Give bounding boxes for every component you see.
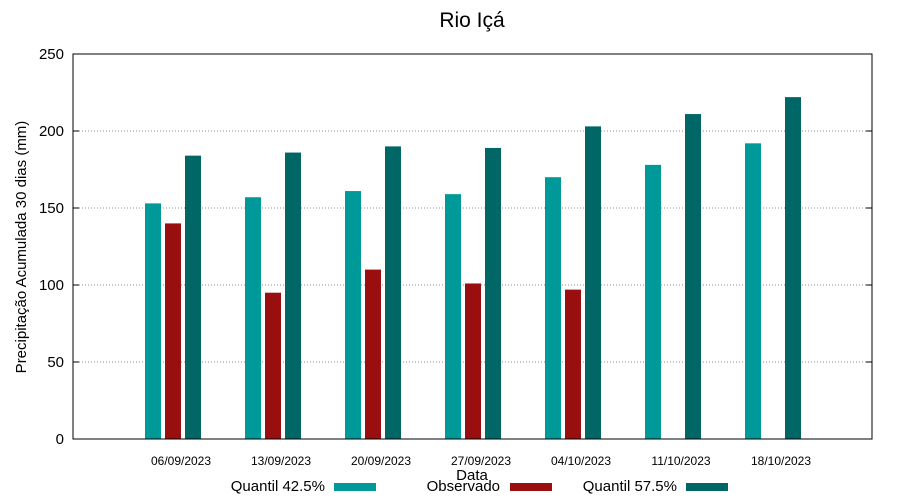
- legend-swatch-quantil-42-5: [334, 483, 376, 491]
- bar-layer: [145, 97, 801, 440]
- xtick-label-18-10-2023: 18/10/2023: [751, 454, 811, 468]
- chart-title: Rio Içá: [439, 9, 505, 32]
- bar-quantil-42-5-27-09-2023: [445, 194, 461, 439]
- bar-quantil-57-5-06-09-2023: [185, 155, 201, 439]
- legend-swatch-observado: [510, 483, 552, 491]
- ytick-label-250: 250: [39, 46, 64, 63]
- bar-quantil-57-5-13-09-2023: [285, 152, 301, 439]
- x-axis-ticks: 06/09/2023 13/09/2023 20/09/2023 27/09/2023…: [151, 454, 811, 468]
- bar-quantil-57-5-18-10-2023: [785, 97, 801, 440]
- bar-observado-20-09-2023: [365, 269, 381, 439]
- xtick-label-27-09-2023: 27/09/2023: [451, 454, 511, 468]
- xtick-label-11-10-2023: 11/10/2023: [651, 454, 710, 468]
- xtick-label-20-09-2023: 20/09/2023: [351, 454, 411, 468]
- x-axis-label: Data: [456, 467, 488, 484]
- ytick-label-0: 0: [56, 431, 64, 448]
- bar-quantil-57-5-04-10-2023: [585, 126, 601, 439]
- ytick-label-50: 50: [47, 354, 64, 371]
- legend-swatch-quantil-57-5: [686, 483, 728, 491]
- ytick-label-150: 150: [39, 200, 64, 217]
- legend-label-quantil-42-5: Quantil 42.5%: [231, 478, 325, 495]
- ytick-label-200: 200: [39, 123, 64, 140]
- bar-observado-13-09-2023: [265, 292, 281, 439]
- plot-frame: [72, 53, 873, 440]
- y-axis-ticks: 0 50 100 150 200 250: [39, 46, 872, 448]
- bar-quantil-42-5-11-10-2023: [645, 164, 661, 439]
- bar-quantil-57-5-20-09-2023: [385, 146, 401, 439]
- xtick-label-06-09-2023: 06/09/2023: [151, 454, 211, 468]
- ytick-label-100: 100: [39, 277, 64, 294]
- bar-quantil-42-5-04-10-2023: [545, 177, 561, 439]
- bar-observado-04-10-2023: [565, 289, 581, 439]
- xtick-label-13-09-2023: 13/09/2023: [251, 454, 311, 468]
- bar-quantil-42-5-18-10-2023: [745, 143, 761, 439]
- bar-quantil-57-5-27-09-2023: [485, 147, 501, 439]
- bar-observado-06-09-2023: [165, 223, 181, 439]
- bar-quantil-42-5-06-09-2023: [145, 203, 161, 439]
- legend-label-quantil-57-5: Quantil 57.5%: [583, 478, 677, 495]
- y-axis-label: Precipitação Acumulada 30 dias (mm): [13, 121, 30, 374]
- bar-quantil-42-5-20-09-2023: [345, 191, 361, 439]
- bar-quantil-57-5-11-10-2023: [685, 114, 701, 439]
- xtick-label-04-10-2023: 04/10/2023: [551, 454, 611, 468]
- legend: Quantil 42.5% Observado Quantil 57.5%: [231, 478, 728, 495]
- bar-observado-27-09-2023: [465, 283, 481, 439]
- legend-label-observado: Observado: [427, 478, 500, 495]
- bar-quantil-42-5-13-09-2023: [245, 197, 261, 439]
